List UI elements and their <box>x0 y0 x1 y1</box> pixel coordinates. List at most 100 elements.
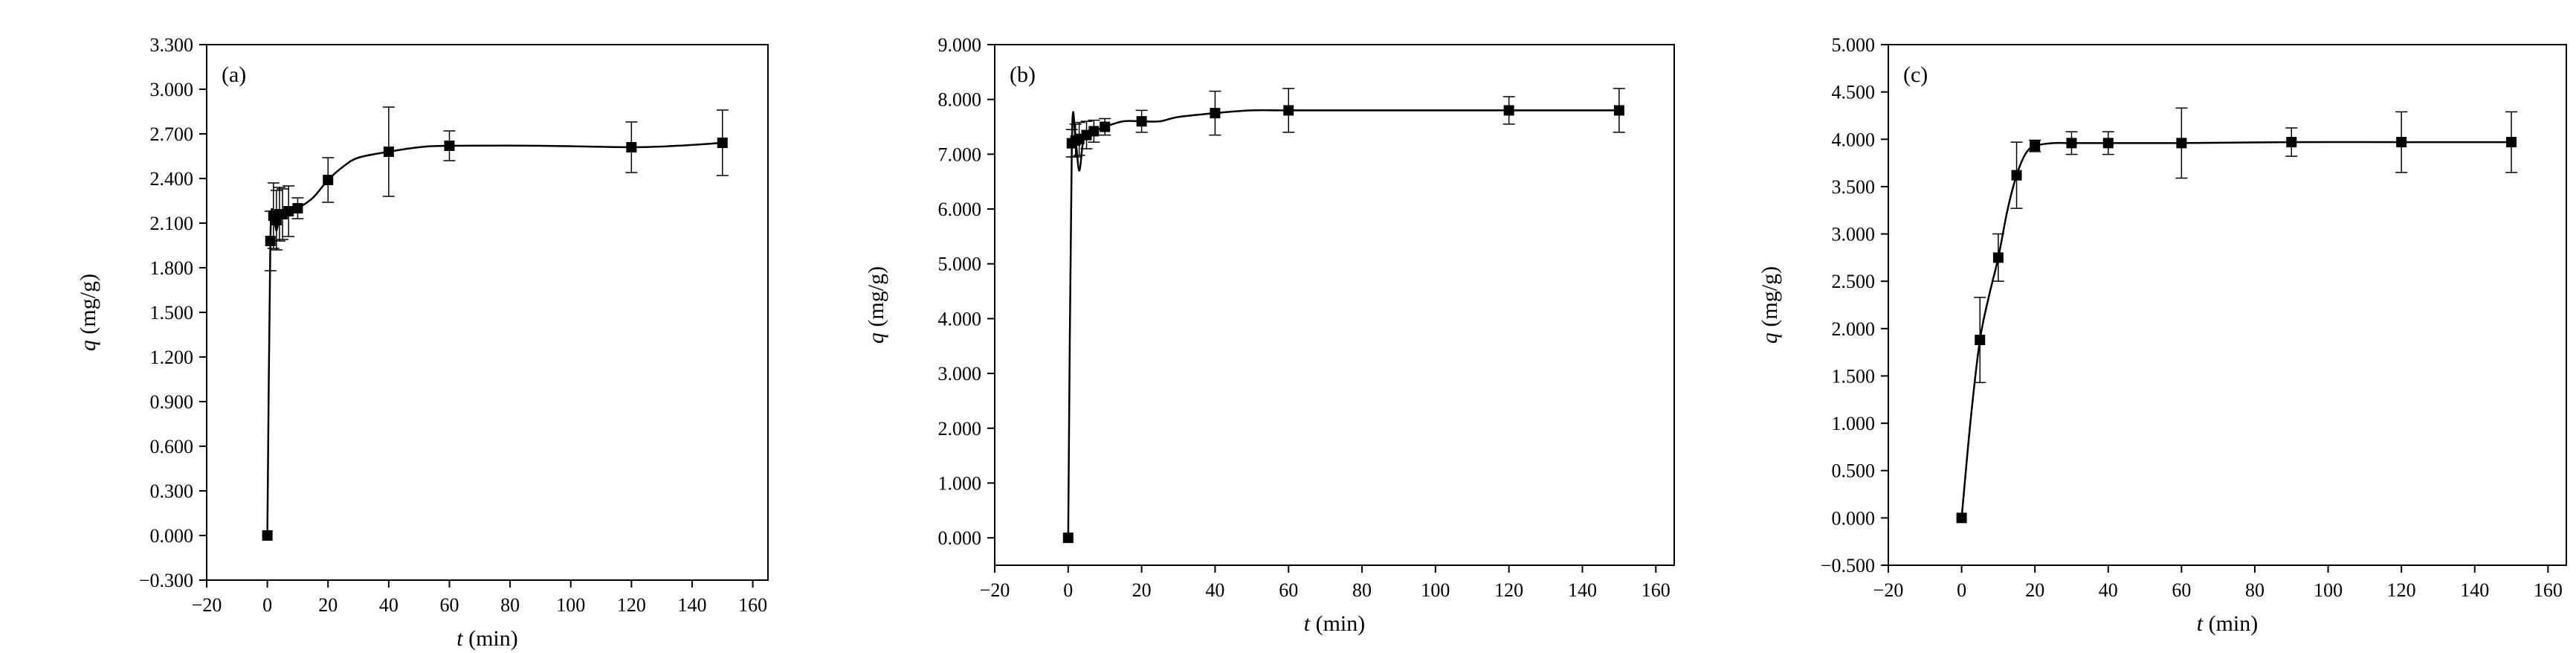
y-tick-label: 0.300 <box>150 480 194 502</box>
data-point <box>1088 126 1100 137</box>
series-line <box>1067 109 1619 538</box>
x-tick-label: 100 <box>556 594 585 616</box>
y-tick-label: 9.000 <box>938 34 982 56</box>
data-point <box>262 530 273 541</box>
chart-panel-b: 0.000 1.000 2.000 3.000 4.000 5.000 6.000 7.000… <box>864 34 1675 636</box>
y-tick-label: 4.000 <box>1832 129 1876 150</box>
x-tick-label: 60 <box>1279 579 1298 601</box>
y-tick-label: 3.000 <box>938 363 982 385</box>
x-tick-label: 0 <box>1957 579 1966 601</box>
y-tick-label: 5.000 <box>1832 34 1876 56</box>
panel-label: (b) <box>1010 62 1036 87</box>
x-tick-label: 20 <box>1132 579 1152 601</box>
x-tick-label: 40 <box>1205 579 1224 601</box>
y-tick-label: 2.100 <box>150 213 194 234</box>
data-point <box>2102 138 2114 149</box>
x-tick-label: 120 <box>1494 579 1523 601</box>
y-tick-label: 8.000 <box>938 89 982 111</box>
x-tick-label: 160 <box>1642 579 1670 601</box>
data-point <box>1613 105 1624 116</box>
x-tick-label: 80 <box>2245 579 2265 601</box>
data-point <box>323 175 334 185</box>
y-axis-label: q (mg/g) <box>76 274 100 351</box>
y-tick-label: 2.700 <box>150 123 194 145</box>
x-axis-label: t (min) <box>2197 611 2259 636</box>
data-point <box>2176 138 2187 149</box>
x-tick-label: 160 <box>738 594 767 616</box>
y-tick-label: 1.200 <box>150 347 194 368</box>
data-point <box>1992 252 2004 263</box>
y-tick-label: 0.000 <box>150 525 194 547</box>
data-point <box>1956 512 1967 524</box>
series-line <box>266 141 723 536</box>
data-point <box>383 147 394 157</box>
y-tick-label: 5.000 <box>938 254 982 275</box>
data-point <box>2011 170 2022 181</box>
y-tick-label: 2.000 <box>1832 318 1876 340</box>
y-tick-label: 4.000 <box>938 308 982 329</box>
y-tick-label: 3.000 <box>1832 224 1876 245</box>
data-point <box>717 138 728 148</box>
x-tick-label: 40 <box>379 594 398 616</box>
x-tick-label: 120 <box>2387 579 2416 601</box>
data-point <box>444 141 455 151</box>
y-tick-label: 0.500 <box>1832 460 1876 482</box>
x-tick-label: 140 <box>2460 579 2489 601</box>
y-tick-label: 2.000 <box>938 418 982 440</box>
y-tick-label: 3.500 <box>1832 176 1876 198</box>
data-point <box>1283 105 1294 116</box>
x-axis-label: t (min) <box>456 626 518 651</box>
x-tick-label: 100 <box>2314 579 2343 601</box>
panel-label: (c) <box>1903 62 1928 87</box>
y-tick-label: 3.300 <box>150 34 194 56</box>
x-tick-label: 60 <box>439 594 459 616</box>
y-tick-label: −0.500 <box>1821 555 1875 576</box>
chart-panels: −0.300 0.000 0.300 0.600 0.900 1.200 1.500 1.80… <box>76 34 2567 651</box>
data-point <box>2066 138 2077 149</box>
plot-frame <box>994 44 1675 566</box>
x-tick-label: 160 <box>2534 579 2563 601</box>
x-tick-label: 60 <box>2172 579 2191 601</box>
y-tick-label: 1.500 <box>150 302 194 324</box>
y-tick-label: 6.000 <box>938 199 982 220</box>
y-tick-label: 2.500 <box>1832 271 1876 292</box>
data-point <box>1100 121 1111 132</box>
data-point <box>1136 116 1147 127</box>
data-point <box>2030 141 2041 152</box>
x-tick-label: 20 <box>318 594 338 616</box>
y-tick-label: 0.000 <box>1832 507 1876 529</box>
plot-frame <box>206 44 769 581</box>
data-point <box>2506 137 2517 148</box>
y-tick-label: 0.900 <box>150 391 194 413</box>
y-tick-label: 1.000 <box>1832 413 1876 434</box>
x-tick-label: 20 <box>2025 579 2044 601</box>
data-point <box>1210 108 1221 119</box>
x-tick-label: −20 <box>1873 579 1904 601</box>
y-tick-label: 1.800 <box>150 257 194 279</box>
x-tick-label: 120 <box>617 594 646 616</box>
data-point <box>292 203 303 213</box>
data-point <box>2286 137 2297 148</box>
data-point <box>626 142 637 152</box>
x-tick-label: −20 <box>980 579 1010 601</box>
data-point <box>283 206 294 216</box>
data-point <box>1975 335 1986 346</box>
x-tick-label: 140 <box>1568 579 1597 601</box>
y-tick-label: 2.400 <box>150 168 194 190</box>
panel-label: (a) <box>222 62 246 87</box>
x-tick-label: 40 <box>2099 579 2118 601</box>
y-tick-label: 1.000 <box>938 472 982 494</box>
x-tick-label: 80 <box>1352 579 1372 601</box>
y-axis-label: q (mg/g) <box>864 266 888 344</box>
y-tick-label: 0.000 <box>938 527 982 549</box>
x-tick-label: 80 <box>500 594 520 616</box>
y-tick-label: 7.000 <box>938 144 982 165</box>
y-tick-label: 1.500 <box>1832 365 1876 387</box>
y-tick-label: −0.300 <box>139 570 193 591</box>
y-axis-label: q (mg/g) <box>1757 266 1782 344</box>
x-tick-label: 100 <box>1421 579 1450 601</box>
data-point <box>1503 105 1514 116</box>
y-tick-label: 4.500 <box>1832 82 1876 103</box>
data-point <box>1062 533 1074 544</box>
